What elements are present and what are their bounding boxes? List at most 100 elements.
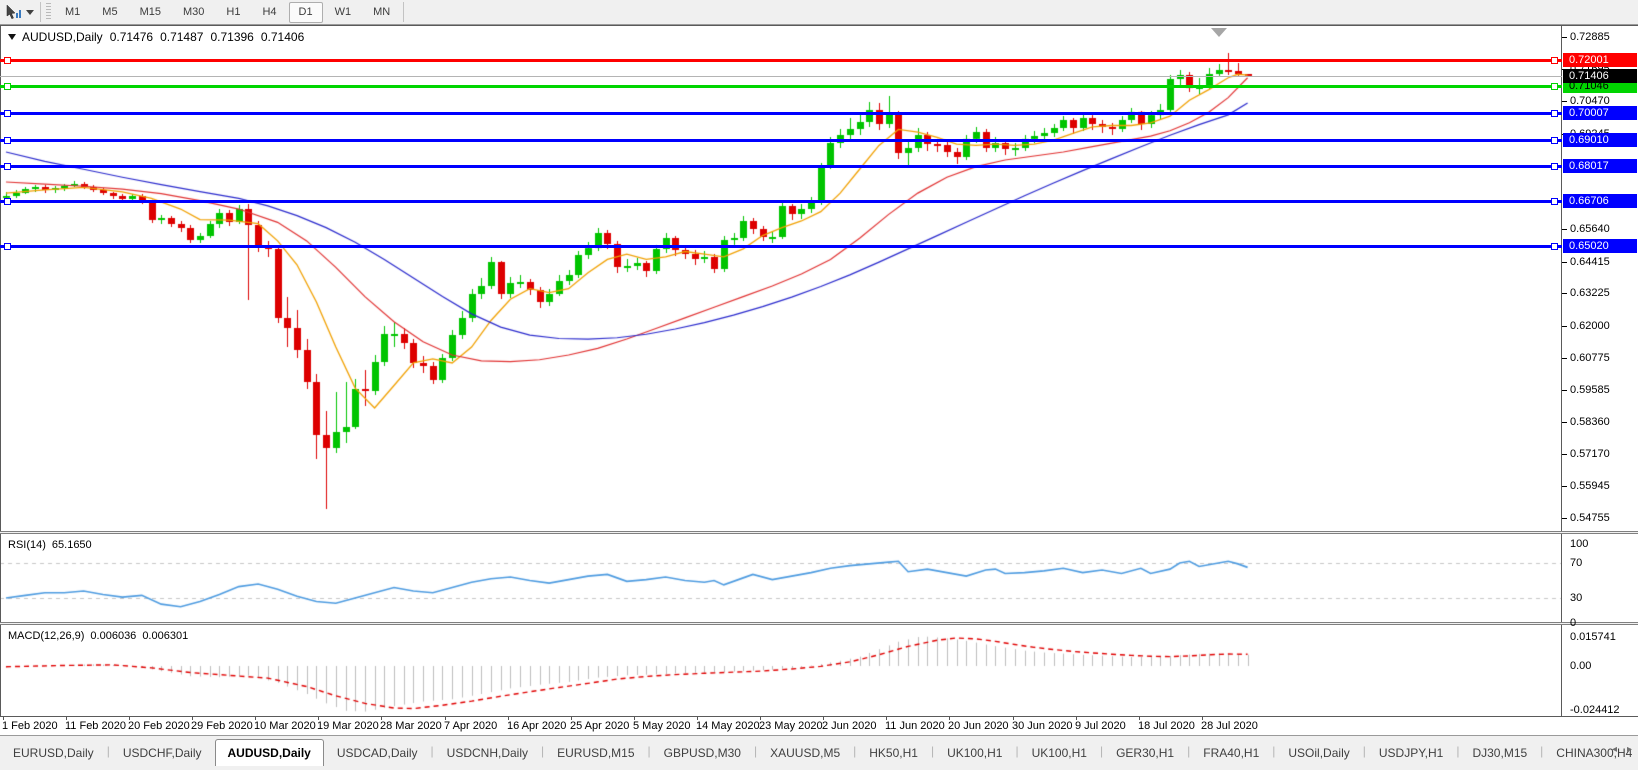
chart-cursor-icon[interactable] <box>4 3 24 21</box>
chart-tab-eurusd-m15[interactable]: EURUSD,M15 <box>557 746 635 760</box>
timeframe-button-w1[interactable]: W1 <box>334 5 352 18</box>
chart-tab-eurusd-daily[interactable]: EURUSD,Daily <box>13 746 94 760</box>
date-tick-label: 23 May 2020 <box>759 720 823 732</box>
chart-tab-audusd-daily[interactable]: AUDUSD,Daily <box>214 739 324 767</box>
line-handle[interactable] <box>4 57 11 65</box>
date-tick <box>508 717 509 720</box>
timeframe-button-m15[interactable]: M15 <box>139 5 161 18</box>
chart-tab-gbpusd-m30[interactable]: GBPUSD,M30 <box>663 746 741 760</box>
chart-bottom-border <box>0 716 1638 717</box>
date-tick <box>1013 717 1014 720</box>
price-axis-tick-label: 0.72885 <box>1570 31 1610 43</box>
chart-tab-uk100-h1[interactable]: UK100,H1 <box>947 746 1003 760</box>
date-tick-label: 5 May 2020 <box>633 720 691 732</box>
line-handle[interactable] <box>1551 136 1558 144</box>
chart-tab-hk50-h1[interactable]: HK50,H1 <box>869 746 918 760</box>
rsi-name: RSI(14) <box>8 539 46 551</box>
tab-separator: | <box>541 743 545 758</box>
date-tick <box>760 717 761 720</box>
chart-top-border <box>0 25 1638 26</box>
date-tick <box>445 717 446 720</box>
timeframe-button-m1[interactable]: M1 <box>65 5 81 18</box>
horizontal-line-0.66706[interactable] <box>0 199 1562 203</box>
cursor-dropdown-caret-icon[interactable] <box>26 9 34 15</box>
tab-scroll-left-icon[interactable]: ◂ <box>1611 744 1617 755</box>
macd-panel-splitter[interactable] <box>0 622 1638 625</box>
tab-separator: | <box>1540 743 1544 758</box>
line-handle[interactable] <box>4 110 11 118</box>
price-axis-tick <box>1562 293 1567 295</box>
chart-title-collapse-icon[interactable] <box>8 34 16 40</box>
toolbar-grip-handle[interactable] <box>46 3 51 21</box>
price-axis-tick <box>1562 37 1567 38</box>
date-tick-label: 28 Jul 2020 <box>1201 720 1258 732</box>
high-value: 0.71487 <box>160 30 204 44</box>
date-axis[interactable]: 1 Feb 2020 11 Feb 2020 20 Feb 2020 29 Feb 2… <box>0 717 1562 734</box>
tab-separator: | <box>1272 743 1276 758</box>
main-chart-canvas[interactable] <box>0 25 1562 531</box>
timeframe-button-mn[interactable]: MN <box>373 5 391 18</box>
chart-tab-usoil-daily[interactable]: USOil,Daily <box>1288 746 1350 760</box>
macd-canvas[interactable] <box>0 626 1562 716</box>
line-handle[interactable] <box>4 82 11 90</box>
horizontal-line-0.65020[interactable] <box>0 244 1562 248</box>
timeframe-button-h1[interactable]: H1 <box>226 5 241 18</box>
chart-shift-marker[interactable] <box>1211 28 1227 37</box>
line-handle[interactable] <box>1551 242 1558 250</box>
line-handle[interactable] <box>4 242 11 250</box>
price-axis-tick <box>1562 325 1567 327</box>
price-axis-tick <box>1562 389 1567 391</box>
line-handle[interactable] <box>4 163 11 171</box>
chart-tab-ger30-h1[interactable]: GER30,H1 <box>1116 746 1175 760</box>
timeframe-buttons: M1 M5 M15 M30 H1 H4 D1 W1 MN <box>54 1 401 23</box>
chart-tab-usdcnh-daily[interactable]: USDCNH,Daily <box>446 746 529 760</box>
tab-separator: | <box>1456 743 1460 758</box>
price-line-badge: 0.72001 <box>1563 53 1637 68</box>
date-tick-label: 9 Jul 2020 <box>1075 720 1126 732</box>
price-axis-tick-label: 0.57170 <box>1570 447 1610 460</box>
chart-tab-dj30-m15[interactable]: DJ30,M15 <box>1472 746 1528 760</box>
date-tick <box>192 717 193 720</box>
horizontal-line-0.72001[interactable] <box>0 59 1562 63</box>
date-tick <box>1076 717 1077 720</box>
chart-tab-uk100-h1[interactable]: UK100,H1 <box>1031 746 1087 760</box>
macd-label: MACD(12,26,9) 0.006036 0.006301 <box>8 630 194 642</box>
price-line-badge: 0.70007 <box>1563 106 1637 121</box>
macd-name: MACD(12,26,9) <box>8 630 85 642</box>
tab-separator: | <box>930 743 935 758</box>
horizontal-line-0.70007[interactable] <box>0 112 1562 116</box>
rsi-axis-label: 100 <box>1570 538 1589 550</box>
price-axis-tick-label: 0.55945 <box>1570 480 1610 493</box>
line-handle[interactable] <box>1551 110 1558 118</box>
chart-tab-xauusd-m5[interactable]: XAUUSD,M5 <box>770 746 841 760</box>
price-axis-tick-label: 0.59585 <box>1570 383 1610 396</box>
price-axis-tick-label: 0.58360 <box>1570 416 1610 429</box>
chart-tab-usdcad-daily[interactable]: USDCAD,Daily <box>336 746 418 760</box>
timeframe-button-m5[interactable]: M5 <box>102 5 118 18</box>
line-handle[interactable] <box>1551 82 1558 90</box>
chart-tab-usdjpy-h1[interactable]: USDJPY,H1 <box>1378 746 1444 760</box>
line-handle[interactable] <box>4 136 11 144</box>
chart-tab-china300-h4[interactable]: CHINA300,H4 <box>1556 746 1633 760</box>
horizontal-line-0.71046[interactable] <box>0 84 1562 88</box>
line-handle[interactable] <box>1551 163 1558 171</box>
line-handle[interactable] <box>1551 197 1558 205</box>
line-handle[interactable] <box>1551 57 1558 65</box>
price-axis-tick <box>1562 261 1567 263</box>
open-value: 0.71476 <box>109 30 154 44</box>
price-axis-tick-label: 0.60775 <box>1570 352 1610 365</box>
chart-left-border <box>0 25 1 716</box>
price-axis-tick <box>1562 453 1567 455</box>
tab-scroll-right-icon[interactable]: ▸ <box>1626 744 1632 755</box>
chart-tab-fra40-h1[interactable]: FRA40,H1 <box>1203 746 1260 760</box>
line-handle[interactable] <box>4 197 11 205</box>
rsi-panel-splitter[interactable] <box>0 531 1638 534</box>
timeframe-button-m30[interactable]: M30 <box>182 5 205 18</box>
horizontal-line-0.68017[interactable] <box>0 165 1562 169</box>
timeframe-button-h4[interactable]: H4 <box>262 5 277 18</box>
rsi-canvas[interactable] <box>0 535 1562 622</box>
timeframe-button-d1[interactable]: D1 <box>288 1 323 23</box>
horizontal-line-0.69010[interactable] <box>0 138 1562 142</box>
chart-tab-usdchf-daily[interactable]: USDCHF,Daily <box>122 746 202 760</box>
